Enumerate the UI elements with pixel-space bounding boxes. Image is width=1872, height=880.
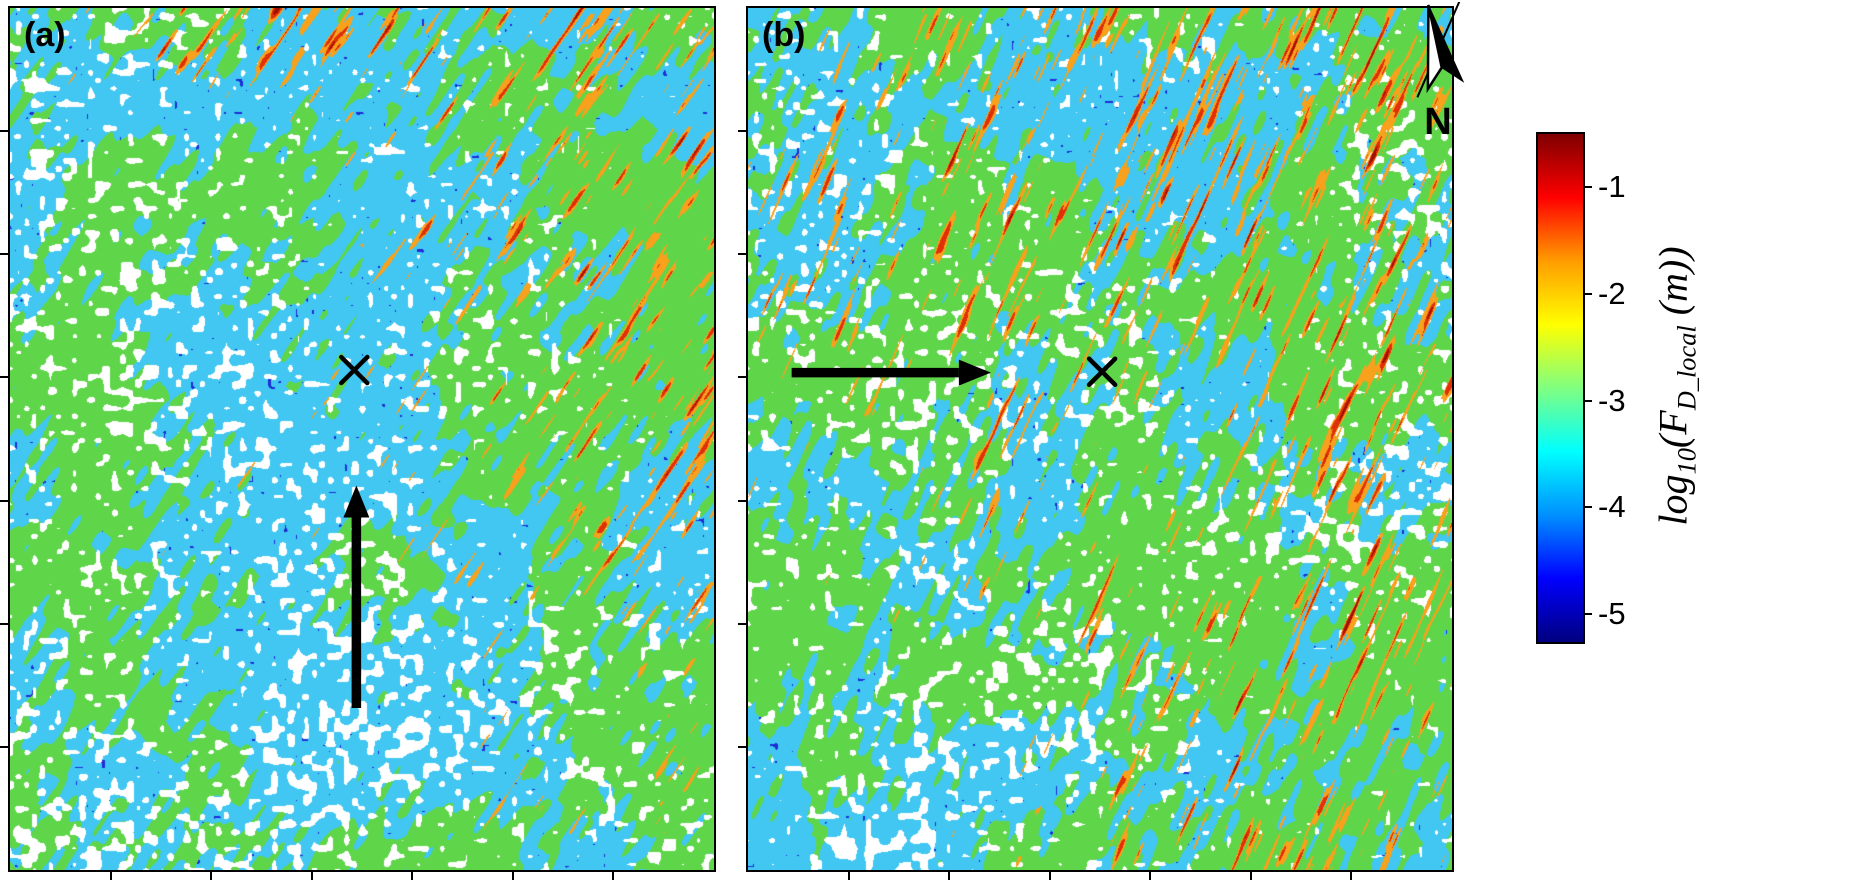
y-axis-tick bbox=[0, 253, 8, 256]
colorbar-tick bbox=[1583, 613, 1592, 616]
colorbar-label-open: (F bbox=[1650, 410, 1696, 449]
colorbar-tick-label: -1 bbox=[1598, 169, 1626, 205]
x-axis-tick bbox=[612, 872, 615, 880]
panel-label-b: (b) bbox=[762, 16, 806, 54]
north-compass: N bbox=[1396, 1, 1480, 144]
y-axis-tick bbox=[738, 253, 746, 256]
heatmap-canvas-a bbox=[10, 8, 714, 870]
y-axis-tick bbox=[0, 499, 8, 502]
north-arrow-icon bbox=[1416, 1, 1465, 98]
colorbar-label-var-sub: D_local bbox=[1671, 325, 1702, 411]
panel-label-a: (a) bbox=[24, 16, 66, 54]
x-axis-tick bbox=[1149, 872, 1152, 880]
panel-annotations-a bbox=[339, 354, 370, 708]
colorbar-label: log10(FD_local (m)) bbox=[1650, 246, 1703, 525]
colorbar-tick bbox=[1583, 506, 1592, 509]
colorbar-label-close: (m)) bbox=[1650, 246, 1696, 326]
colorbar-tick-label: -5 bbox=[1598, 596, 1626, 632]
x-axis-tick bbox=[511, 872, 514, 880]
colorbar-label-fn-sub: 10 bbox=[1671, 448, 1702, 475]
x-axis-tick bbox=[847, 872, 850, 880]
y-axis-tick bbox=[738, 745, 746, 748]
y-axis-tick bbox=[0, 130, 8, 133]
colorbar-tick bbox=[1583, 293, 1592, 296]
colorbar-tick bbox=[1583, 399, 1592, 402]
y-axis-tick bbox=[738, 499, 746, 502]
colorbar-tick-label: -2 bbox=[1598, 276, 1626, 312]
heatmap-canvas-b bbox=[748, 8, 1452, 870]
north-arrow-right-half bbox=[1427, 4, 1465, 83]
x-marker bbox=[1086, 356, 1118, 388]
direction-arrow-head bbox=[958, 359, 991, 386]
y-axis-tick bbox=[738, 622, 746, 625]
map-panel-b: (b) bbox=[738, 6, 1454, 880]
y-axis-tick bbox=[0, 376, 8, 379]
y-axis-tick bbox=[738, 376, 746, 379]
x-axis-tick bbox=[210, 872, 213, 880]
x-axis-tick bbox=[1249, 872, 1252, 880]
colorbar-tick-label: -4 bbox=[1598, 489, 1626, 525]
colorbar-tick bbox=[1583, 186, 1592, 189]
y-axis-tick bbox=[0, 745, 8, 748]
colorbar-tick-label: -3 bbox=[1598, 382, 1626, 418]
x-axis-tick bbox=[109, 872, 112, 880]
panel-annotations-b bbox=[791, 356, 1118, 388]
colorbar: -1 -2 -3 -4 -5 bbox=[1536, 132, 1626, 644]
x-axis-tick bbox=[1350, 872, 1353, 880]
direction-arrow-head bbox=[343, 485, 370, 518]
x-axis-tick bbox=[411, 872, 414, 880]
y-axis-tick bbox=[738, 130, 746, 133]
x-axis-tick bbox=[310, 872, 313, 880]
x-axis-tick bbox=[1048, 872, 1051, 880]
colorbar-label-fn: log bbox=[1650, 474, 1696, 526]
compass-label: N bbox=[1424, 101, 1452, 143]
y-axis-tick bbox=[0, 622, 8, 625]
x-marker bbox=[339, 354, 370, 386]
x-axis-tick bbox=[948, 872, 951, 880]
map-panel-a: (a) bbox=[0, 6, 716, 880]
